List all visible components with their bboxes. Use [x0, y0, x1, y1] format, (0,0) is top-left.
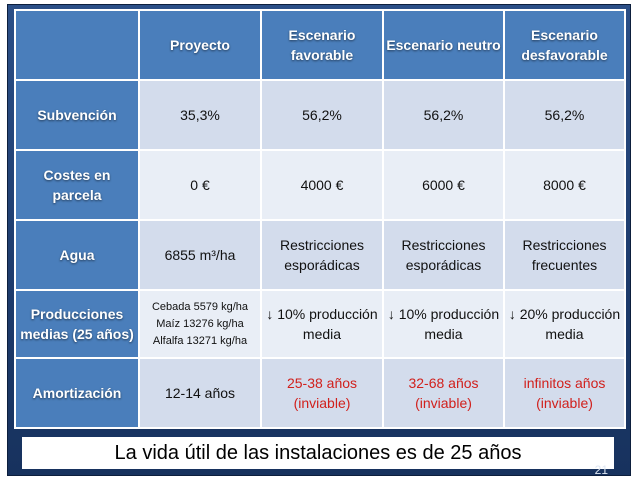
cell-amortizacion-neutro: 32-68 años (inviable) [382, 357, 505, 429]
row-label-costes: Costes en parcela [14, 149, 140, 221]
header-escenario-desfavorable: Escenario desfavorable [503, 9, 626, 81]
cell-costes-neutro: 6000 € [382, 149, 505, 221]
cell-agua-desfavorable: Restricciones frecuentes [503, 219, 626, 291]
header-escenario-neutro: Escenario neutro [382, 9, 505, 81]
table-row-subvencion: Subvención 35,3% 56,2% 56,2% 56,2% [14, 79, 626, 151]
cell-amortizacion-desfavorable: infinitos años (inviable) [503, 357, 626, 429]
cell-agua-favorable: Restricciones esporádicas [260, 219, 384, 291]
cell-subvencion-favorable: 56,2% [260, 79, 384, 151]
comparison-table: Proyecto Escenario favorable Escenario n… [14, 9, 626, 429]
cell-producciones-desfavorable: ↓ 20% producción media [503, 289, 626, 359]
cell-producciones-proyecto: Cebada 5579 kg/ha Maíz 13276 kg/ha Alfal… [138, 289, 262, 359]
header-escenario-favorable: Escenario favorable [260, 9, 384, 81]
page-number: 21 [594, 463, 608, 476]
cell-subvencion-proyecto: 35,3% [138, 79, 262, 151]
row-label-subvencion: Subvención [14, 79, 140, 151]
table-row-costes: Costes en parcela 0 € 4000 € 6000 € 8000… [14, 149, 626, 221]
row-label-producciones: Producciones medias (25 años) [14, 289, 140, 359]
cell-agua-proyecto: 6855 m³/ha [138, 219, 262, 291]
cell-costes-proyecto: 0 € [138, 149, 262, 221]
row-label-amortizacion: Amortización [14, 357, 140, 429]
cell-amortizacion-proyecto: 12-14 años [138, 357, 262, 429]
cell-amortizacion-favorable: 25-38 años (inviable) [260, 357, 384, 429]
slide: Proyecto Escenario favorable Escenario n… [7, 4, 631, 476]
header-row: Proyecto Escenario favorable Escenario n… [14, 9, 626, 81]
row-label-agua: Agua [14, 219, 140, 291]
footer-note: La vida útil de las instalaciones es de … [22, 437, 614, 469]
cell-producciones-favorable: ↓ 10% producción media [260, 289, 384, 359]
cell-subvencion-desfavorable: 56,2% [503, 79, 626, 151]
table-row-producciones: Producciones medias (25 años) Cebada 557… [14, 289, 626, 359]
table-row-amortizacion: Amortización 12-14 años 25-38 años (invi… [14, 357, 626, 429]
cell-agua-neutro: Restricciones esporádicas [382, 219, 505, 291]
header-corner [14, 9, 140, 81]
header-proyecto: Proyecto [138, 9, 262, 81]
cell-costes-desfavorable: 8000 € [503, 149, 626, 221]
cell-costes-favorable: 4000 € [260, 149, 384, 221]
cell-producciones-neutro: ↓ 10% producción media [382, 289, 505, 359]
cell-subvencion-neutro: 56,2% [382, 79, 505, 151]
table-row-agua: Agua 6855 m³/ha Restricciones esporádica… [14, 219, 626, 291]
